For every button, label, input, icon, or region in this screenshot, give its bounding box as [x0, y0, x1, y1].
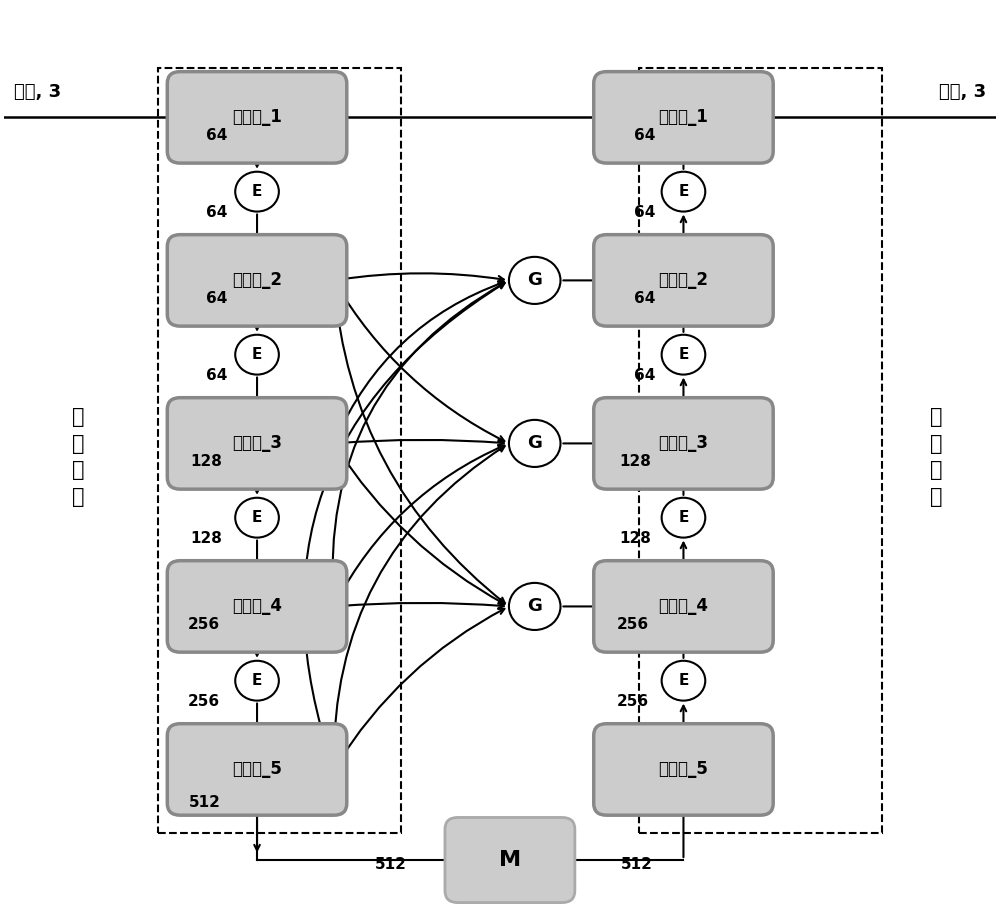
Text: M: M [499, 850, 521, 870]
Text: 输出, 3: 输出, 3 [939, 83, 986, 101]
Circle shape [235, 498, 279, 537]
Circle shape [509, 420, 560, 467]
Bar [639, 68, 882, 833]
Text: 256: 256 [617, 617, 649, 632]
Text: 64: 64 [634, 291, 656, 306]
Text: 128: 128 [190, 531, 222, 546]
Text: 128: 128 [190, 454, 222, 469]
Text: 64: 64 [634, 128, 656, 143]
Text: 编码器_1: 编码器_1 [232, 109, 282, 126]
FancyBboxPatch shape [594, 560, 773, 653]
Text: G: G [527, 598, 542, 615]
Text: E: E [252, 510, 262, 526]
Text: E: E [678, 510, 689, 526]
Text: 64: 64 [634, 205, 656, 220]
Text: E: E [678, 347, 689, 362]
Text: E: E [678, 674, 689, 688]
Text: 编码器_2: 编码器_2 [232, 271, 282, 290]
Bar [158, 68, 401, 833]
Text: 512: 512 [188, 795, 220, 811]
FancyBboxPatch shape [167, 560, 347, 653]
Text: E: E [252, 184, 262, 199]
Circle shape [235, 335, 279, 375]
FancyBboxPatch shape [445, 817, 575, 903]
FancyBboxPatch shape [594, 398, 773, 489]
Text: E: E [678, 184, 689, 199]
FancyBboxPatch shape [594, 71, 773, 163]
Text: 编码器_5: 编码器_5 [232, 760, 282, 779]
Circle shape [662, 661, 705, 701]
Text: 编码器_4: 编码器_4 [232, 598, 282, 615]
Text: 解码器_3: 解码器_3 [658, 434, 708, 452]
Text: E: E [252, 674, 262, 688]
Text: 512: 512 [621, 857, 653, 872]
FancyBboxPatch shape [167, 71, 347, 163]
Text: 128: 128 [619, 531, 651, 546]
Text: 64: 64 [634, 368, 656, 383]
Circle shape [662, 498, 705, 537]
Text: 64: 64 [206, 291, 227, 306]
Text: 256: 256 [188, 617, 220, 632]
Text: 64: 64 [206, 205, 227, 220]
Text: 解码器_2: 解码器_2 [658, 271, 708, 290]
Text: 解码器_4: 解码器_4 [658, 598, 708, 615]
FancyBboxPatch shape [594, 235, 773, 326]
Text: 256: 256 [188, 694, 220, 709]
Circle shape [662, 335, 705, 375]
Text: G: G [527, 434, 542, 452]
Text: 128: 128 [619, 454, 651, 469]
Text: 64: 64 [206, 128, 227, 143]
Text: 解
码
网
络: 解 码 网 络 [930, 408, 943, 506]
Text: 输入, 3: 输入, 3 [14, 83, 61, 101]
Text: 256: 256 [617, 694, 649, 709]
Text: G: G [527, 271, 542, 290]
Circle shape [509, 583, 560, 630]
Text: 解码器_5: 解码器_5 [659, 760, 708, 779]
Circle shape [509, 257, 560, 304]
FancyBboxPatch shape [594, 724, 773, 815]
Text: 解码器_1: 解码器_1 [659, 109, 708, 126]
Text: 64: 64 [206, 368, 227, 383]
FancyBboxPatch shape [167, 724, 347, 815]
Text: 编码器_3: 编码器_3 [232, 434, 282, 452]
FancyBboxPatch shape [167, 235, 347, 326]
Circle shape [662, 172, 705, 211]
FancyBboxPatch shape [167, 398, 347, 489]
Circle shape [235, 661, 279, 701]
Circle shape [235, 172, 279, 211]
Text: 512: 512 [375, 857, 407, 872]
Text: 编
码
网
络: 编 码 网 络 [72, 408, 85, 506]
Text: E: E [252, 347, 262, 362]
